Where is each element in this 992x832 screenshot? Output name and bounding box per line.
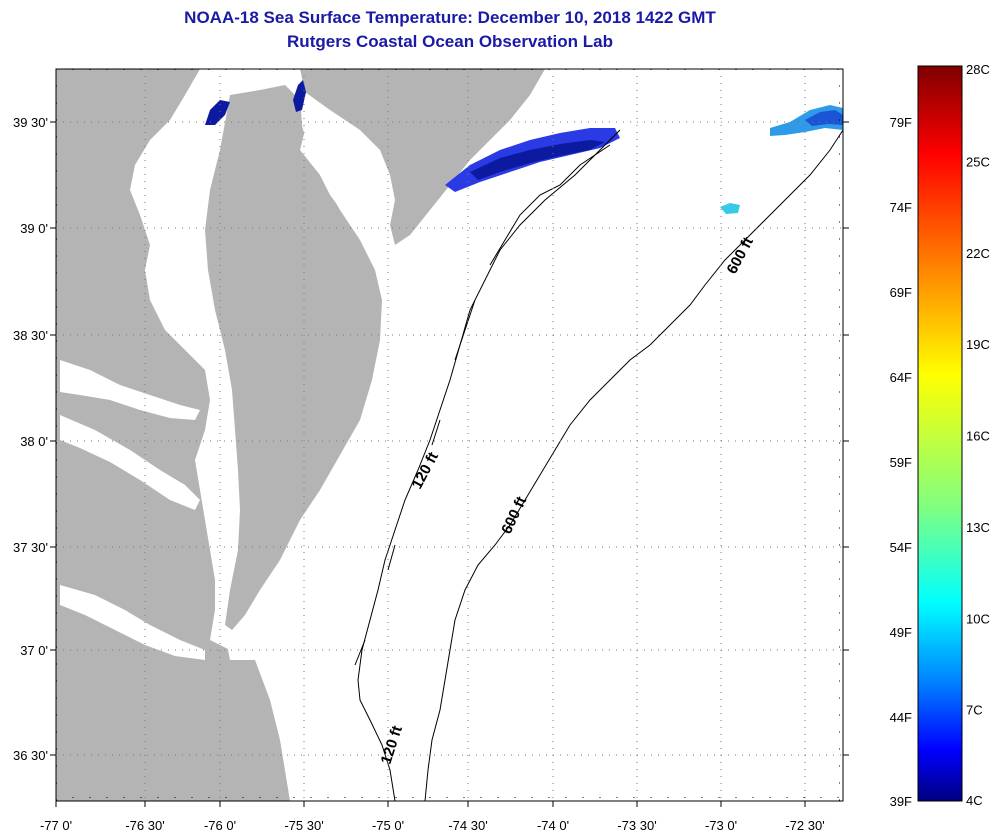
lat-label: 38 0' bbox=[20, 434, 48, 449]
lon-label: -76 30' bbox=[125, 818, 164, 832]
colorbar-fahrenheit-label: 74F bbox=[890, 200, 912, 215]
latitude-labels: 39 30' 39 0' 38 30' 38 0' 37 30' 37 0' 36 30' bbox=[13, 115, 849, 763]
lat-label: 36 30' bbox=[13, 748, 48, 763]
colorbar-fahrenheit-label: 69F bbox=[890, 285, 912, 300]
colorbar-celsius-label: 13C bbox=[966, 520, 990, 535]
lon-label: -75 0' bbox=[372, 818, 404, 832]
land-new-jersey bbox=[300, 69, 545, 245]
lat-label: 38 30' bbox=[13, 328, 48, 343]
sst-patch-upper-delaware bbox=[293, 80, 306, 112]
lon-label: -74 0' bbox=[537, 818, 569, 832]
sst-patch-offshore-small bbox=[720, 203, 740, 214]
sst-patch-nj-coast-dark bbox=[470, 140, 605, 180]
river-york-james bbox=[60, 585, 205, 660]
colorbar-celsius-label: 7C bbox=[966, 703, 983, 718]
colorbar-fahrenheit-label: 49F bbox=[890, 625, 912, 640]
contour-120ft-line bbox=[357, 129, 621, 801]
land-delmarva bbox=[205, 85, 382, 630]
colorbar-celsius-label: 19C bbox=[966, 337, 990, 352]
lon-label: -73 30' bbox=[617, 818, 656, 832]
colorbar-gradient bbox=[917, 65, 963, 802]
map-subtitle: Rutgers Coastal Ocean Observation Lab bbox=[287, 32, 613, 51]
colorbar: 28C 25C 22C 19C 16C 13C 10C 7C 4C 79F 74F 69F 64F 59F… bbox=[890, 62, 990, 809]
lat-label: 37 0' bbox=[20, 643, 48, 658]
map-plot-area bbox=[56, 69, 843, 801]
lon-label: -76 0' bbox=[204, 818, 236, 832]
colorbar-celsius-label: 28C bbox=[966, 62, 990, 77]
colorbar-fahrenheit-label: 39F bbox=[890, 794, 912, 809]
river-rappahannock bbox=[60, 415, 200, 510]
lat-label: 37 30' bbox=[13, 540, 48, 555]
longitude-labels: -77 0' -76 30' -76 0' -75 30' -75 0' -74 30' -… bbox=[40, 801, 825, 832]
chesapeake-bay bbox=[180, 95, 255, 660]
delaware-bay bbox=[300, 95, 395, 235]
graticule bbox=[55, 68, 843, 801]
colorbar-fahrenheit-label: 44F bbox=[890, 710, 912, 725]
lat-label: 39 0' bbox=[20, 221, 48, 236]
lon-label: -72 30' bbox=[785, 818, 824, 832]
colorbar-fahrenheit-label: 64F bbox=[890, 370, 912, 385]
contour-120ft-detail bbox=[354, 144, 611, 666]
lat-label: 39 30' bbox=[13, 115, 48, 130]
lon-label: -77 0' bbox=[40, 818, 72, 832]
lon-label: -73 0' bbox=[705, 818, 737, 832]
colorbar-celsius-label: 10C bbox=[966, 611, 990, 626]
colorbar-celsius-label: 25C bbox=[966, 154, 990, 169]
lon-label: -75 30' bbox=[284, 818, 323, 832]
map-title: NOAA-18 Sea Surface Temperature: Decembe… bbox=[184, 8, 716, 27]
colorbar-fahrenheit-label: 59F bbox=[890, 455, 912, 470]
sst-patch-north-bay bbox=[205, 100, 230, 125]
lon-label: -74 30' bbox=[448, 818, 487, 832]
colorbar-celsius-label: 4C bbox=[966, 793, 983, 808]
colorbar-celsius-label: 22C bbox=[966, 246, 990, 261]
colorbar-fahrenheit-label: 79F bbox=[890, 115, 912, 130]
river-potomac bbox=[60, 360, 200, 420]
colorbar-celsius-label: 16C bbox=[966, 429, 990, 444]
map-frame bbox=[55, 68, 844, 802]
colorbar-labels: 28C 25C 22C 19C 16C 13C 10C 7C 4C 79F 74F 69F 64F 59F… bbox=[890, 62, 990, 809]
colorbar-fahrenheit-label: 54F bbox=[890, 540, 912, 555]
